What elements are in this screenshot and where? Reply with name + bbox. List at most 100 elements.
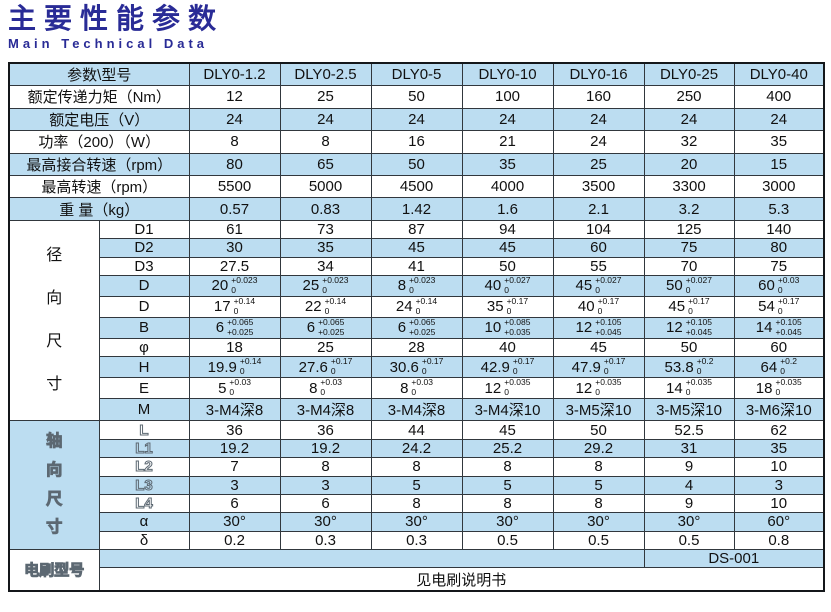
value-cell: 8 [461,493,554,514]
value-cell: 54 +0.17 0 [733,295,825,318]
value-cell: 1.42 [370,197,463,221]
value-cell: 40 [461,337,554,358]
value-cell: 8 [552,493,645,514]
value-cell: 25.2 [461,438,554,459]
value-cell: 30° [279,512,372,532]
value-cell: 60° [733,512,825,532]
value-cell: 12 [188,85,281,109]
value-cell: 5 [370,475,463,495]
tolerance-value: 12 +0.035 0 [575,377,622,398]
table-row: D3 27.5 34 41 50 55 70 75 [9,256,825,276]
value-cell: 125 [643,219,735,240]
value-cell: 17 +0.14 0 [188,295,281,318]
value-cell: 25 [279,337,372,358]
tolerance-value: 30.6 +0.17 0 [389,356,444,377]
value-cell: 0.5 [552,530,645,550]
table-row: D 20 +0.023 0 25 +0.023 0 8 +0.023 0 40 +0.027 0 45 +0… [9,274,825,297]
row-label: 功率（200）（W） [8,130,190,154]
model-header: DLY0-40 [733,62,825,87]
table-row: φ 18 25 28 40 45 50 60 [9,337,825,358]
value-cell: 70 [643,256,735,276]
tolerance-value: 40 +0.027 0 [484,275,531,295]
value-cell: 29.2 [552,438,645,459]
value-cell: 6 +0.065 +0.025 [370,316,463,339]
value-cell: 64 +0.2 0 [733,356,825,379]
tolerance-value: 25 +0.023 0 [302,275,349,295]
value-cell: 104 [552,219,645,240]
value-cell: 53.8 +0.2 0 [643,356,735,379]
value-cell: 5500 [188,174,281,199]
model-header: DLY0-10 [461,62,554,87]
row-label: 重 量（kg） [8,197,190,221]
value-cell: 5 [461,475,554,495]
value-cell: 140 [733,219,825,240]
value-cell: 24.2 [370,438,463,459]
model-header: DLY0-2.5 [279,62,372,87]
value-cell: 8 +0.03 0 [279,377,372,399]
tolerance-value: 53.8 +0.2 0 [664,356,714,377]
value-cell: 73 [279,219,372,240]
brush-model-label: 电刷型号 [8,548,100,592]
value-cell: 0.3 [279,530,372,550]
table-row: M 3-M4深8 3-M4深8 3-M4深8 3-M4深10 3-M5深10 3-M5深10… [9,397,825,422]
value-cell: 8 [279,130,372,154]
value-cell: 19.9 +0.14 0 [188,356,281,379]
value-cell: 4000 [461,174,554,199]
table-row: L3 3 3 5 5 5 4 3 [9,475,825,495]
value-cell: 24 [279,107,372,132]
table-row: 最高转速（rpm） 5500 5000 4500 4000 3500 3300 3000 [8,174,825,199]
value-cell: 19.2 [279,438,372,459]
table-row: 电刷型号 DS-001 [8,548,825,592]
tolerance-value: 20 +0.023 0 [211,275,258,295]
dim-label: D [98,295,190,318]
table-row: 轴向尺寸 L 36 36 44 45 50 52.5 62 [8,420,825,550]
value-cell: 32 [643,130,735,154]
row-label: 最高转速（rpm） [8,174,190,199]
value-cell: 3000 [733,174,825,199]
value-cell: 41 [370,256,463,276]
tolerance-value: 47.9 +0.17 0 [571,356,626,377]
value-cell: 28 [370,337,463,358]
value-cell: 35 [733,130,825,154]
page-title: 主要性能参数 [8,3,225,34]
value-cell: 3300 [643,174,735,199]
value-cell: 35 [461,152,554,176]
brush-note-cell: 见电刷说明书 [98,567,825,592]
value-cell: 50 +0.027 0 [643,274,735,297]
tolerance-value: 27.6 +0.17 0 [298,356,353,377]
row-label: 最高接合转速（rpm） [8,152,190,176]
tolerance-value: 54 +0.17 0 [758,296,800,316]
tolerance-value: 6 +0.065 +0.025 [215,317,254,337]
value-cell: 27.6 +0.17 0 [279,356,372,379]
value-cell: 6 [279,493,372,514]
value-cell: 7 [188,457,281,477]
value-cell: 6 +0.065 +0.025 [188,316,281,339]
tolerance-value: 45 +0.17 0 [668,296,710,316]
value-cell: 8 [188,130,281,154]
value-cell: 24 [552,107,645,132]
value-cell: 22 +0.14 0 [279,295,372,318]
value-cell: 10 +0.085 +0.035 [461,316,554,339]
tolerance-value: 5 +0.03 0 [218,377,251,398]
table-row: δ 0.2 0.3 0.3 0.5 0.5 0.5 0.8 [9,530,825,550]
tolerance-value: 24 +0.14 0 [395,296,438,316]
value-cell: 9 [643,493,735,514]
value-cell: 8 [279,457,372,477]
value-cell: 30° [461,512,554,532]
dim-label: L [98,420,190,440]
value-cell: 0.83 [279,197,372,221]
value-cell: 3 [733,475,825,495]
value-cell: 3-M4深10 [461,397,554,422]
value-cell: 45 [461,238,554,258]
table-row: E 5 +0.03 0 8 +0.03 0 8 +0.03 0 12 +0.035 0 12 +0.035 0… [9,377,825,399]
page-subtitle: Main Technical Data [8,35,209,51]
value-cell: 5000 [279,174,372,199]
value-cell: 45 [461,420,554,440]
table-row: 最高接合转速（rpm） 80 65 50 35 25 20 15 [8,152,825,176]
value-cell: 5 +0.03 0 [188,377,281,399]
value-cell: 8 +0.023 0 [370,274,463,297]
value-cell: 9 [643,457,735,477]
value-cell: 40 +0.17 0 [552,295,645,318]
value-cell: 20 [643,152,735,176]
value-cell: 5.3 [733,197,825,221]
